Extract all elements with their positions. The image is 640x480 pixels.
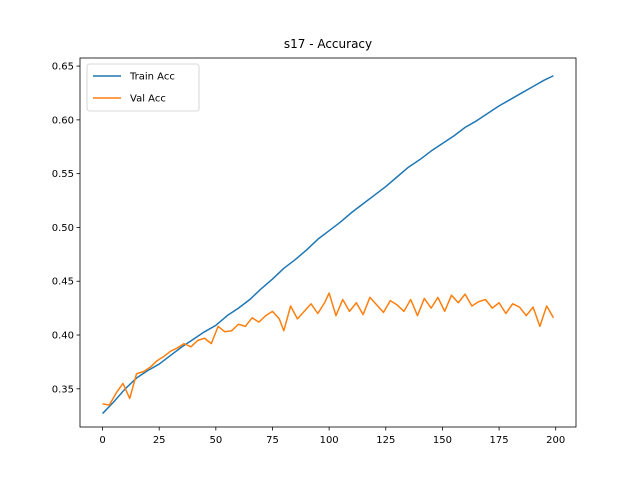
y-tick-label: 0.50 — [52, 223, 74, 234]
series-line-train-acc — [102, 75, 554, 415]
x-tick-label: 75 — [266, 435, 279, 446]
x-tick-label: 150 — [433, 435, 452, 446]
legend-label: Val Acc — [130, 94, 166, 105]
legend-label: Train Acc — [129, 72, 175, 83]
y-axis: 0.35 0.40 0.45 0.50 0.55 0.60 0.65 — [52, 62, 80, 395]
x-axis: 0 25 50 75 100 125 150 175 200 — [99, 427, 565, 446]
x-tick-label: 0 — [99, 435, 105, 446]
y-tick-label: 0.45 — [52, 277, 74, 288]
plot-frame — [79, 57, 577, 428]
x-tick-label: 50 — [209, 435, 222, 446]
y-tick-label: 0.35 — [52, 384, 74, 395]
y-tick-label: 0.40 — [52, 331, 74, 342]
x-tick-label: 175 — [490, 435, 509, 446]
legend: Train Acc Val Acc — [86, 63, 200, 112]
x-tick-label: 125 — [376, 435, 395, 446]
x-tick-label: 200 — [546, 435, 565, 446]
x-tick-label: 100 — [320, 435, 339, 446]
chart-title: s17 - Accuracy — [284, 37, 372, 51]
x-tick-label: 25 — [153, 435, 166, 446]
y-tick-label: 0.60 — [52, 115, 74, 126]
y-tick-label: 0.65 — [52, 62, 74, 73]
y-tick-label: 0.55 — [52, 169, 74, 180]
plot-lines — [102, 75, 555, 415]
series-line-val-acc — [102, 292, 555, 406]
